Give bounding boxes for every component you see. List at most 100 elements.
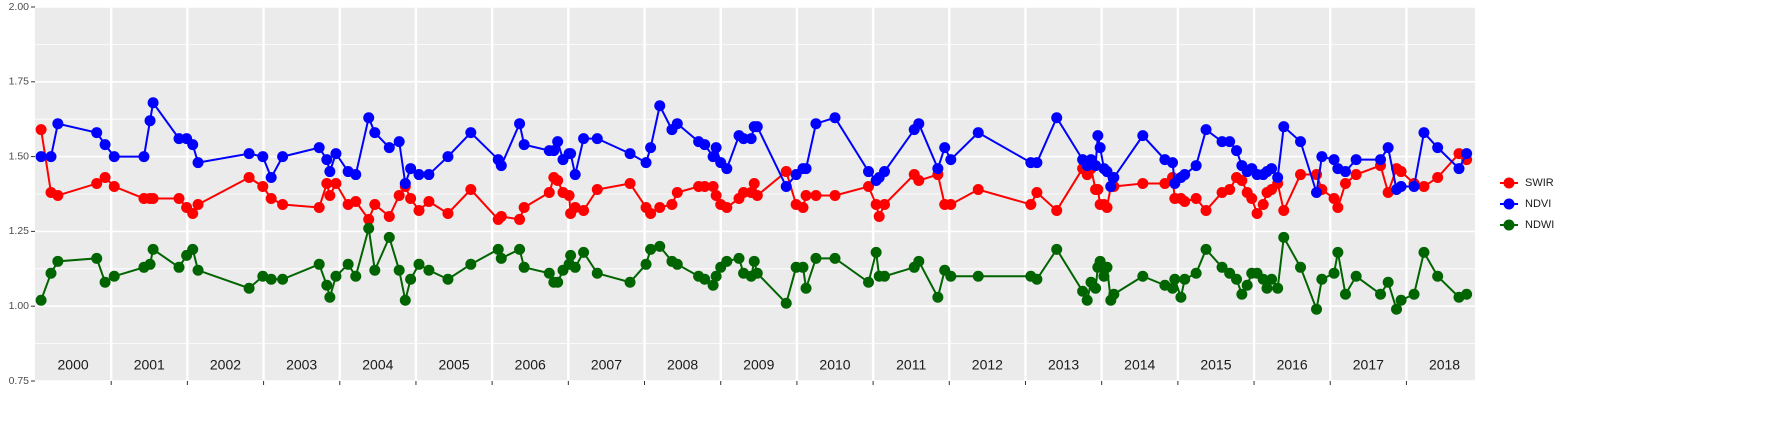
point [913,175,925,187]
point [699,139,711,151]
point [173,192,185,204]
year-label: 2011 [896,357,926,373]
point [1179,273,1191,285]
point [543,267,555,279]
point [465,258,477,270]
point [1408,288,1420,300]
point [1395,294,1407,306]
point [797,201,809,213]
point [710,142,722,154]
point [565,249,577,261]
point [863,181,875,193]
point [748,255,760,267]
point [1332,246,1344,258]
point [1051,204,1063,216]
point [147,192,159,204]
point [624,178,636,190]
point [751,267,763,279]
point [1101,201,1113,213]
point [1408,181,1420,193]
point [442,151,454,163]
year-label: 2008 [667,357,698,373]
point [645,243,657,255]
point [1137,178,1149,190]
year-label: 2012 [972,357,1003,373]
point [945,270,957,282]
point [187,207,199,219]
point [321,178,333,190]
point [442,207,454,219]
point [563,189,575,201]
point [932,163,944,175]
point [1328,192,1340,204]
point [1257,198,1269,210]
point [671,258,683,270]
point [1051,112,1063,124]
point [1200,204,1212,216]
point [1167,157,1179,169]
point [1179,169,1191,181]
point [1375,154,1387,166]
point [591,267,603,279]
point [1031,187,1043,199]
point [913,118,925,130]
point [1137,130,1149,142]
point [1418,246,1430,258]
point [144,115,156,127]
point [1098,270,1110,282]
point [710,270,722,282]
point [1108,288,1120,300]
point [1418,127,1430,139]
point [173,261,185,273]
point [1224,184,1236,196]
year-label: 2006 [515,357,546,373]
point [35,294,47,306]
point [324,166,336,178]
point [671,187,683,199]
point [192,157,204,169]
point [243,172,255,184]
point [265,273,277,285]
point [423,195,435,207]
year-label: 2013 [1048,357,1079,373]
point [514,213,526,225]
point [939,142,951,154]
point [1105,181,1117,193]
point [1278,231,1290,243]
point [442,273,454,285]
point [405,163,417,175]
point [645,207,657,219]
point [350,195,362,207]
point [518,201,530,213]
point [495,210,507,222]
point [1272,172,1284,184]
point [383,231,395,243]
point [972,127,984,139]
year-label: 2007 [591,357,622,373]
point [863,166,875,178]
point [108,151,120,163]
point [321,154,333,166]
year-label: 2000 [58,357,89,373]
point [363,112,375,124]
point [1461,148,1473,160]
point [829,252,841,264]
point [591,133,603,145]
point [45,267,57,279]
point [578,246,590,258]
point [569,201,581,213]
point [873,210,885,222]
point [1350,169,1362,181]
point [52,118,64,130]
point [829,112,841,124]
point [1316,273,1328,285]
legend-label: NDVI [1525,198,1551,210]
point [45,151,57,163]
point [707,151,719,163]
point [321,279,333,291]
point [35,151,47,163]
y-tick-label: 0.75 [9,375,30,387]
point [144,258,156,270]
point [699,181,711,193]
